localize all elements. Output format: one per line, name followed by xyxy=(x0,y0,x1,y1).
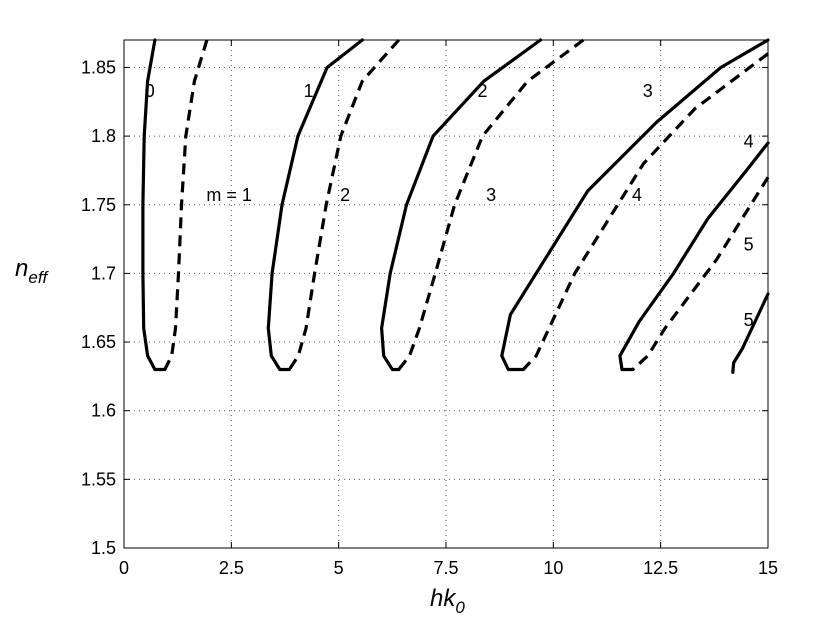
curve-label: 1 xyxy=(304,81,314,101)
curve-label: 2 xyxy=(340,185,350,205)
curve-label: 4 xyxy=(632,185,642,205)
mode-curve-3-dashed xyxy=(287,38,400,371)
x-tick-label: 10 xyxy=(543,558,563,578)
mode-curve-6-solid xyxy=(500,38,770,372)
x-tick-label: 5 xyxy=(334,558,344,578)
curve-label: 5 xyxy=(744,310,754,330)
y-tick-label: 1.55 xyxy=(81,469,116,489)
curve-labels: 0 m = 1 1 2 2 3 3 4 4 5 5 xyxy=(145,81,754,330)
y-tick-label: 1.6 xyxy=(91,401,116,421)
curve-label: m = 1 xyxy=(206,185,252,205)
y-tick-label: 1.7 xyxy=(91,263,116,283)
curve-label: 2 xyxy=(477,81,487,101)
mode-curve-10-solid xyxy=(731,292,770,374)
curve-label: 4 xyxy=(744,132,754,152)
mode-curve-1-dashed xyxy=(163,39,209,371)
grid-lines xyxy=(124,40,768,548)
mode-curve-8-solid xyxy=(618,141,770,372)
mode-curves xyxy=(141,38,770,374)
x-tick-label: 12.5 xyxy=(643,558,678,578)
mode-curve-4-solid xyxy=(380,38,543,372)
x-tick-label: 0 xyxy=(119,558,129,578)
x-tick-label: 2.5 xyxy=(219,558,244,578)
x-axis-ticks: 0 2.5 5 7.5 10 12.5 15 xyxy=(119,40,778,578)
y-tick-label: 1.85 xyxy=(81,57,116,77)
curve-label: 0 xyxy=(145,81,155,101)
y-axis-label: neff xyxy=(15,255,50,287)
curve-label: 5 xyxy=(744,235,754,255)
curve-label: 3 xyxy=(486,185,496,205)
y-tick-label: 1.75 xyxy=(81,195,116,215)
x-axis-label: hk0 xyxy=(430,585,465,617)
mode-curve-0-solid xyxy=(141,38,167,372)
y-axis-ticks: 1.5 1.55 1.6 1.65 1.7 1.75 1.8 1.85 xyxy=(81,57,768,558)
mode-curve-5-dashed xyxy=(397,38,585,371)
x-tick-label: 15 xyxy=(758,558,778,578)
x-tick-label: 7.5 xyxy=(433,558,458,578)
mode-curve-7-dashed xyxy=(522,52,769,371)
mode-curve-2-solid xyxy=(266,38,364,372)
y-tick-label: 1.65 xyxy=(81,332,116,352)
y-tick-label: 1.8 xyxy=(91,126,116,146)
y-tick-label: 1.5 xyxy=(91,538,116,558)
plot-frame xyxy=(123,39,769,549)
curve-label: 3 xyxy=(643,81,653,101)
